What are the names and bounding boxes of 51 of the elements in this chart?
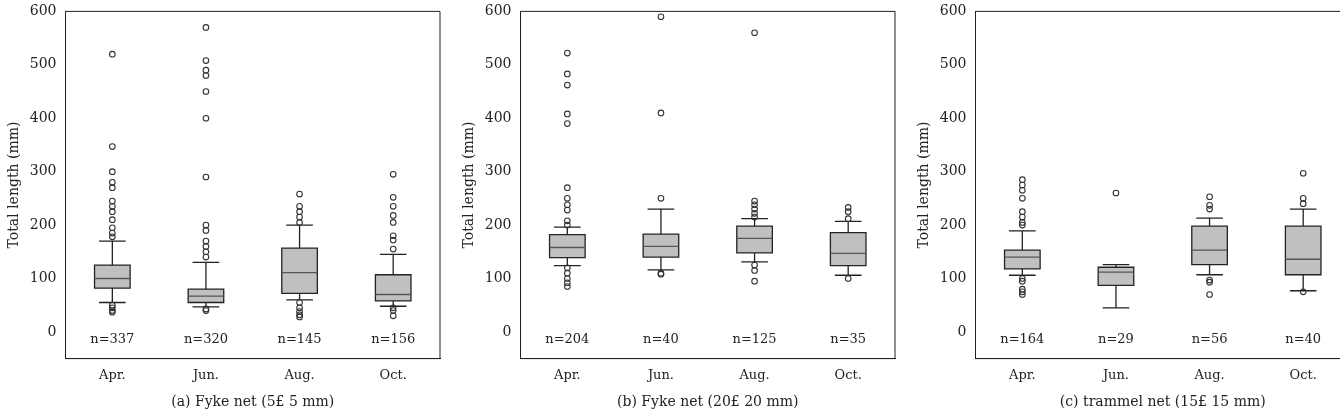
x-tick-label: Oct. [379,366,407,382]
x-tick-label: Oct. [1289,366,1317,382]
annotation: n=164 [1000,331,1045,347]
y-tick-label: 100 [939,269,967,286]
x-tick-label: Oct. [834,366,862,382]
annotation: n=337 [90,331,135,347]
y-tick-label: 400 [29,108,57,125]
annotation: n=56 [1191,331,1228,347]
annotation: n=145 [277,331,322,347]
y-tick-label: 600 [939,2,967,19]
x-axis-title: (a) Fyke net (5£ 5 mm) [171,393,335,410]
x-tick-label: Aug. [1193,366,1225,382]
y-axis-title: Total length (mm) [5,121,22,249]
annotation: n=204 [545,331,590,347]
y-tick-label: 0 [47,322,57,339]
y-tick-label: 0 [957,322,967,339]
x-tick-label: Aug. [738,366,770,382]
y-tick-label: 400 [939,108,967,125]
y-tick-label: 400 [484,108,512,125]
y-axis-title: Total length (mm) [460,121,477,249]
y-tick-label: 200 [29,215,57,232]
y-tick-label: 600 [29,2,57,19]
y-axis-title: Total length (mm) [915,121,932,249]
y-tick-label: 500 [29,55,57,72]
x-axis-title: (b) Fyke net (20£ 20 mm) [617,393,799,410]
annotation: n=125 [732,331,777,347]
x-tick-label: Jun. [1100,366,1129,382]
annotation: n=35 [830,331,867,347]
y-tick-label: 300 [29,162,57,179]
annotation: n=40 [643,331,679,347]
annotation: n=320 [183,331,228,347]
y-tick-label: 500 [484,55,512,72]
y-tick-label: 0 [502,322,512,339]
x-tick-label: Aug. [283,366,315,382]
y-tick-label: 100 [484,269,512,286]
y-tick-label: 100 [29,269,57,286]
y-tick-label: 600 [484,2,512,19]
x-tick-label: Jun. [645,366,674,382]
annotation: n=40 [1285,331,1322,347]
x-tick-label: Apr. [1008,366,1036,382]
y-tick-label: 200 [484,215,512,232]
y-tick-label: 300 [939,162,967,179]
x-tick-label: Apr. [553,366,581,382]
y-tick-label: 300 [484,162,512,179]
x-tick-label: Apr. [98,366,126,382]
annotation: n=29 [1098,331,1134,347]
y-tick-label: 500 [939,55,967,72]
x-axis-title: (c) trammel net (15£ 15 mm) [1059,393,1266,410]
y-tick-label: 200 [939,215,967,232]
annotation: n=156 [371,331,416,347]
x-tick-label: Jun. [190,366,219,382]
